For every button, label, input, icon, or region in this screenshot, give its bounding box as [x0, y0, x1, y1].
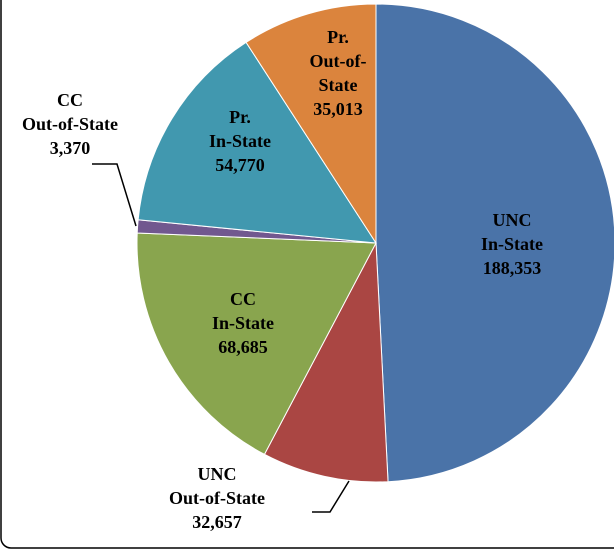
slice-label: UNC Out-of-State 32,657	[169, 464, 265, 532]
value-label: 68,685	[218, 337, 268, 357]
category-label: CC	[230, 289, 256, 309]
category-label: UNC	[198, 464, 237, 484]
category-label: In-State	[481, 234, 543, 254]
pie-slice	[137, 41, 377, 244]
pie-slice	[245, 3, 377, 245]
category-label: UNC	[493, 210, 532, 230]
category-label: State	[319, 75, 358, 95]
category-label: In-State	[209, 131, 271, 151]
slice-label: Pr. Out-of- State 35,013	[310, 27, 367, 119]
slice-label: CC In-State 68,685	[212, 289, 274, 357]
category-label: Pr.	[229, 107, 251, 127]
category-label: CC	[57, 90, 83, 110]
value-label: 3,370	[50, 138, 91, 158]
category-label: Pr.	[327, 27, 349, 47]
pie-slice	[263, 241, 389, 483]
category-label: Out-of-State	[169, 488, 265, 508]
slice-label: Pr. In-State 54,770	[209, 107, 271, 175]
slice-label: CC Out-of-State 3,370	[22, 90, 118, 158]
pie-slice	[375, 3, 614, 483]
category-label: In-State	[212, 313, 274, 333]
value-label: 35,013	[313, 99, 363, 119]
leader-line	[312, 480, 350, 513]
leader-line	[92, 163, 137, 227]
value-label: 188,353	[483, 258, 542, 278]
pie-slice	[136, 232, 377, 456]
category-label: Out-of-State	[22, 114, 118, 134]
value-label: 54,770	[215, 155, 265, 175]
slice-label: UNC In-State 188,353	[481, 210, 543, 278]
category-label: Out-of-	[310, 51, 367, 71]
value-label: 32,657	[192, 512, 242, 532]
